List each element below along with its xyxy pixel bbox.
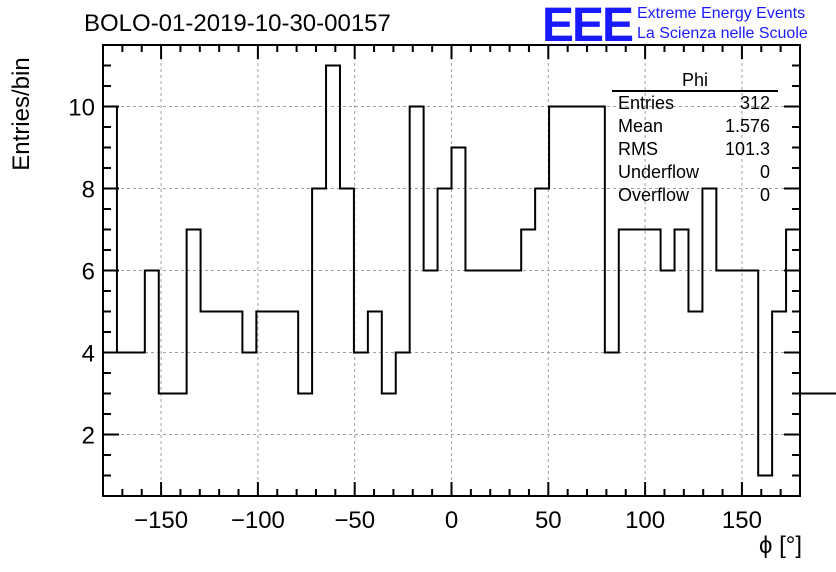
stats-label: Mean <box>618 116 664 136</box>
y-tick-label: 8 <box>82 177 95 204</box>
stats-value: 101.3 <box>724 139 770 159</box>
stats-value: 0 <box>759 185 770 205</box>
brand-line-1: Extreme Energy Events <box>637 5 806 22</box>
y-tick-label: 6 <box>82 259 95 286</box>
stats-row-underflow: Underflow 0 <box>612 161 778 184</box>
stats-row-entries: Entries 312 <box>612 92 778 115</box>
stats-label: Overflow <box>618 185 690 205</box>
y-axis-label: Entries/bin <box>8 57 35 171</box>
stats-label: Underflow <box>618 162 700 182</box>
stats-row-rms: RMS 101.3 <box>612 138 778 161</box>
x-tick-label: −50 <box>334 507 375 534</box>
stats-box: Phi Entries 312 Mean 1.576 RMS 101.3 Underf… <box>612 70 778 207</box>
x-tick-label: 50 <box>535 507 562 534</box>
stats-title: Phi <box>612 70 778 92</box>
chart-title: BOLO-01-2019-10-30-00157 <box>84 10 391 37</box>
brand-line-2: La Scienza nelle Scuole <box>637 25 808 42</box>
x-axis-label: ϕ [°] <box>758 532 802 559</box>
stats-row-mean: Mean 1.576 <box>612 115 778 138</box>
x-tick-label: −150 <box>134 507 188 534</box>
stats-row-overflow: Overflow 0 <box>612 184 778 207</box>
x-tick-label: −100 <box>231 507 285 534</box>
stats-value: 1.576 <box>724 116 770 136</box>
x-tick-label: 0 <box>445 507 458 534</box>
brand-text: Extreme Energy Events La Scienza nelle S… <box>637 4 808 44</box>
eee-logo: EEE <box>542 0 634 52</box>
x-tick-label: 100 <box>625 507 665 534</box>
y-tick-label: 10 <box>68 95 95 122</box>
stats-label: Entries <box>618 93 675 113</box>
stats-value: 312 <box>739 93 770 113</box>
x-tick-label: 150 <box>722 507 762 534</box>
axis-ticks <box>102 45 801 496</box>
stats-label: RMS <box>618 139 658 159</box>
stats-value: 0 <box>759 162 770 182</box>
y-tick-label: 4 <box>82 341 95 368</box>
y-tick-label: 2 <box>82 423 95 450</box>
axis-tick-labels: −150 −100 −50 0 50 100 150 2 4 6 8 10 <box>68 95 762 535</box>
